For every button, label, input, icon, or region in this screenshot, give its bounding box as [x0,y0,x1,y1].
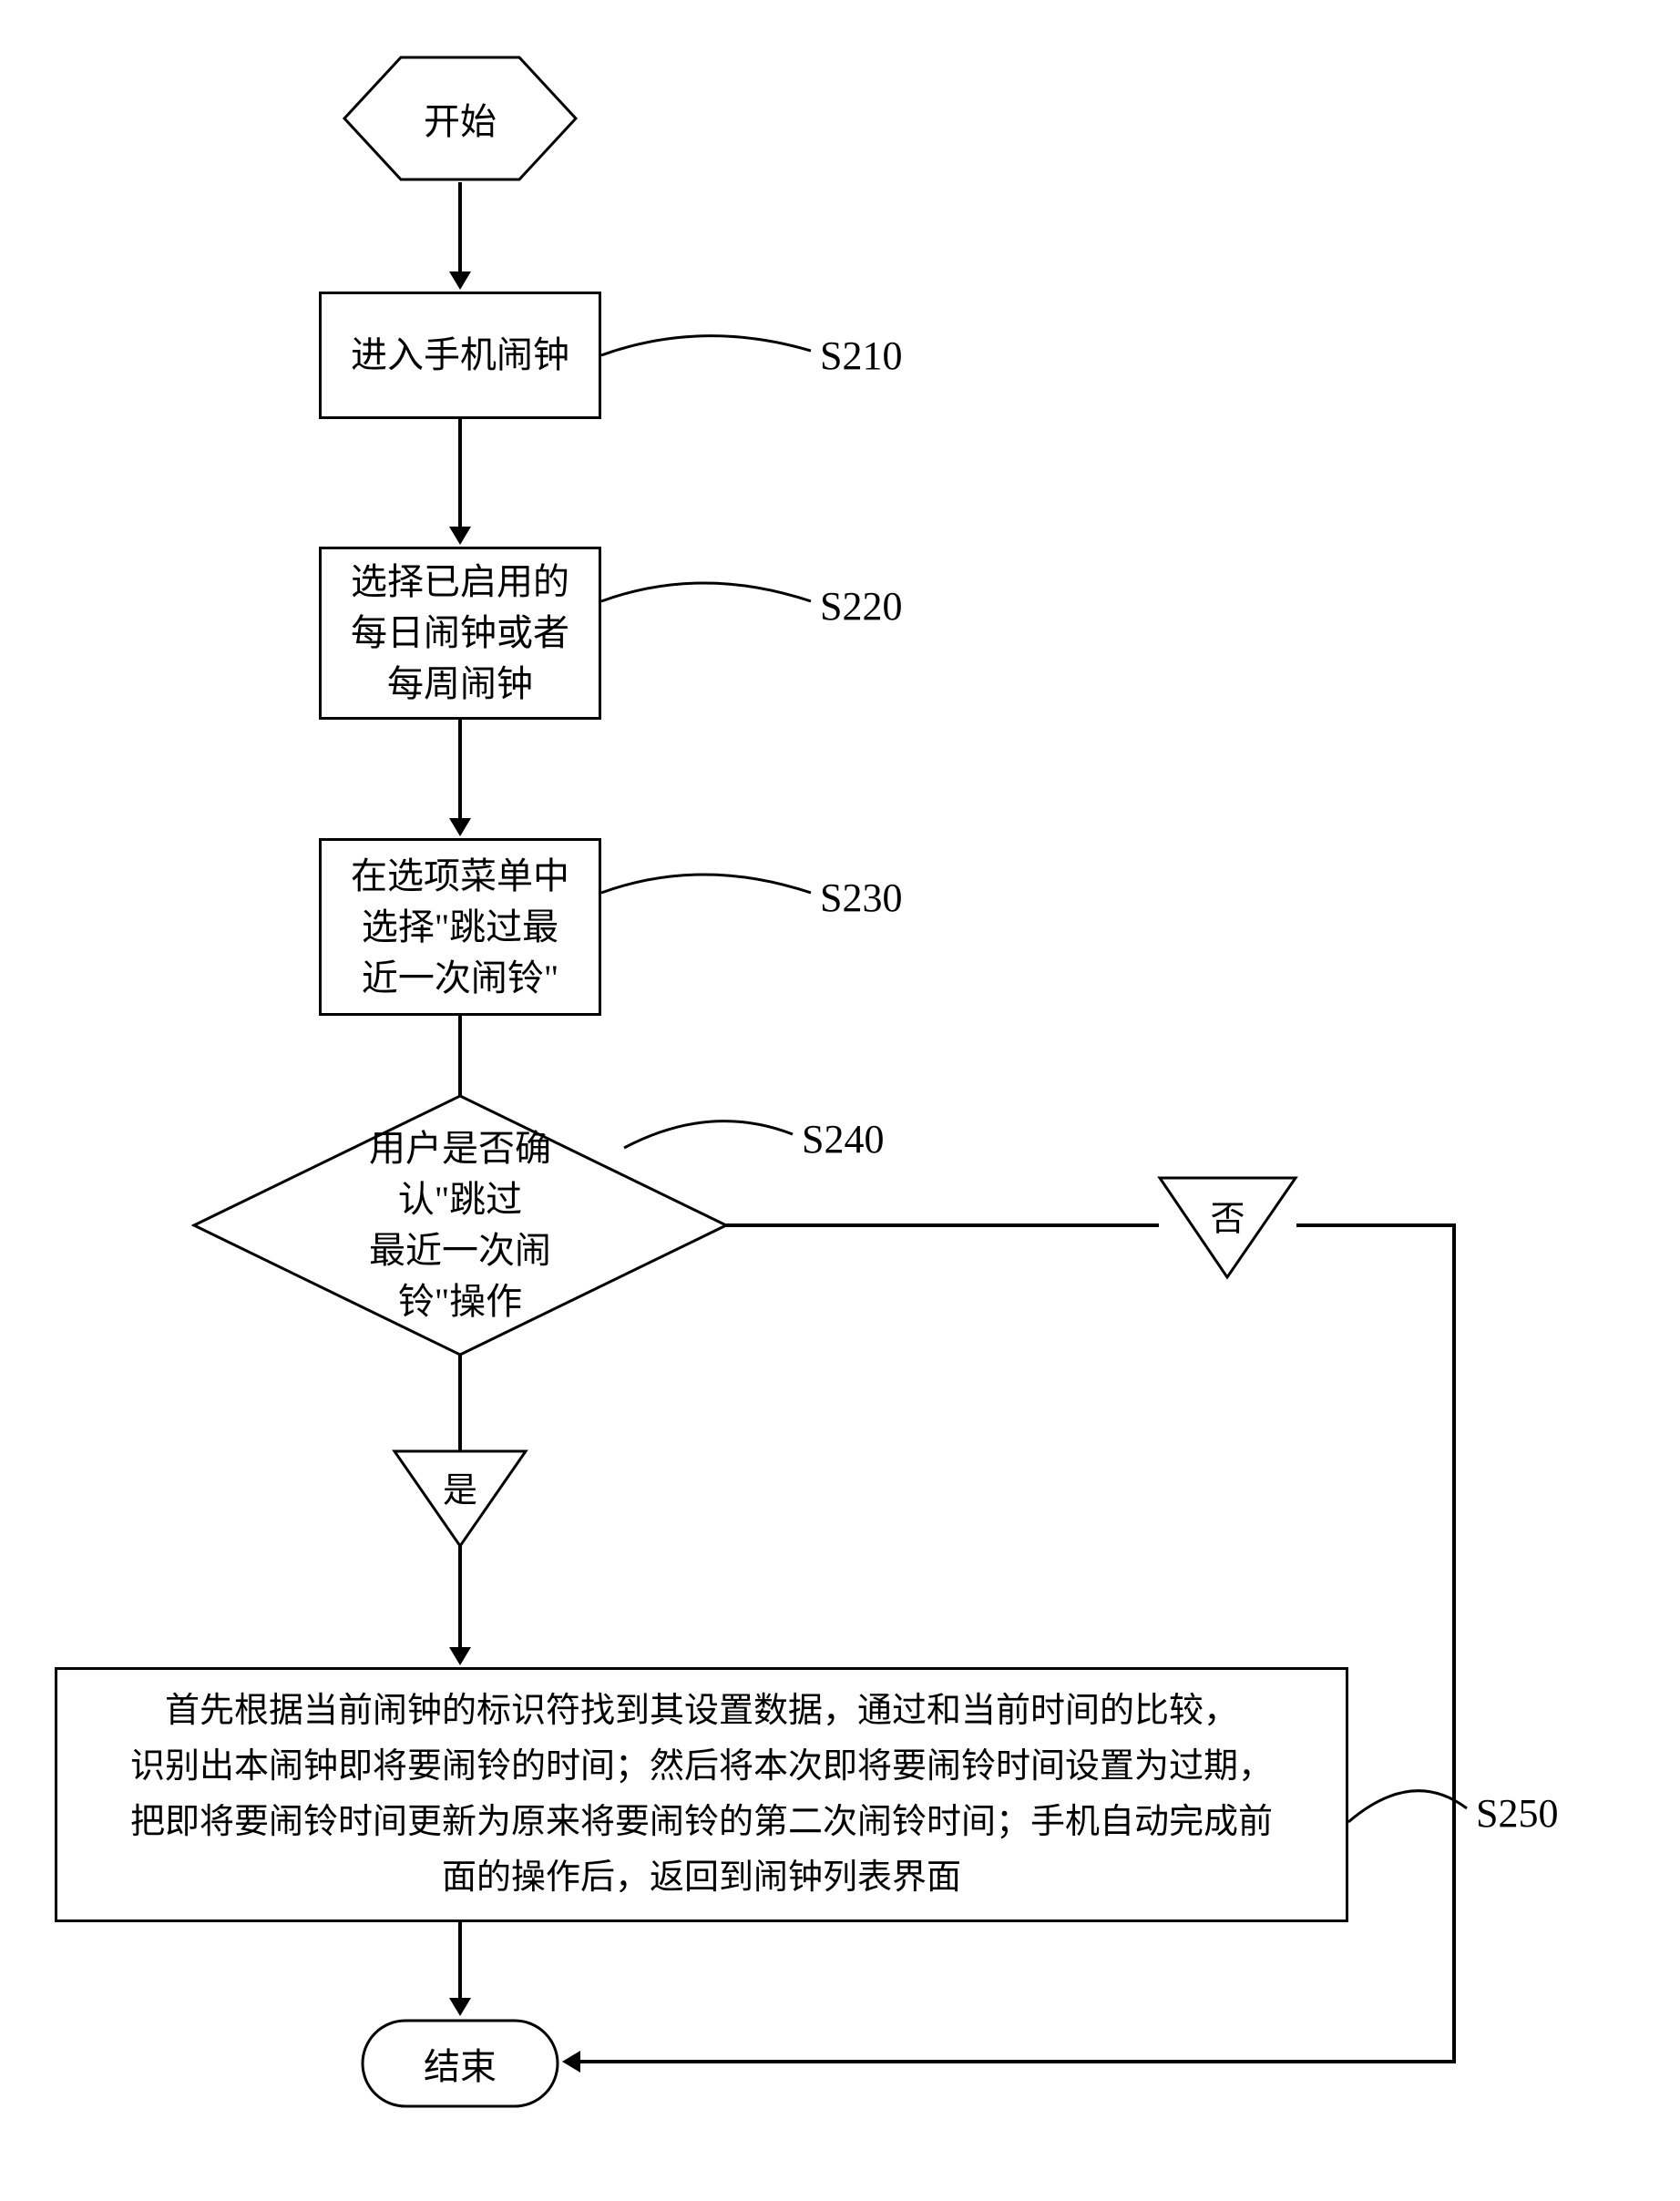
arrowhead [562,2051,580,2073]
end-label: 结束 [424,2037,497,2090]
flowchart-canvas: 开始 进入手机闹钟 S210 选择已启用的 每日闹钟或者 每周闹钟 S220 在… [0,0,1680,2201]
connector-s250 [0,0,1549,1913]
end-node: 结束 [360,2018,560,2109]
edge-s250-end [458,1922,462,2000]
step-id-s250: S250 [1476,1790,1558,1837]
arrowhead [449,1998,471,2016]
edge-no-end-h2 [579,2060,1456,2063]
